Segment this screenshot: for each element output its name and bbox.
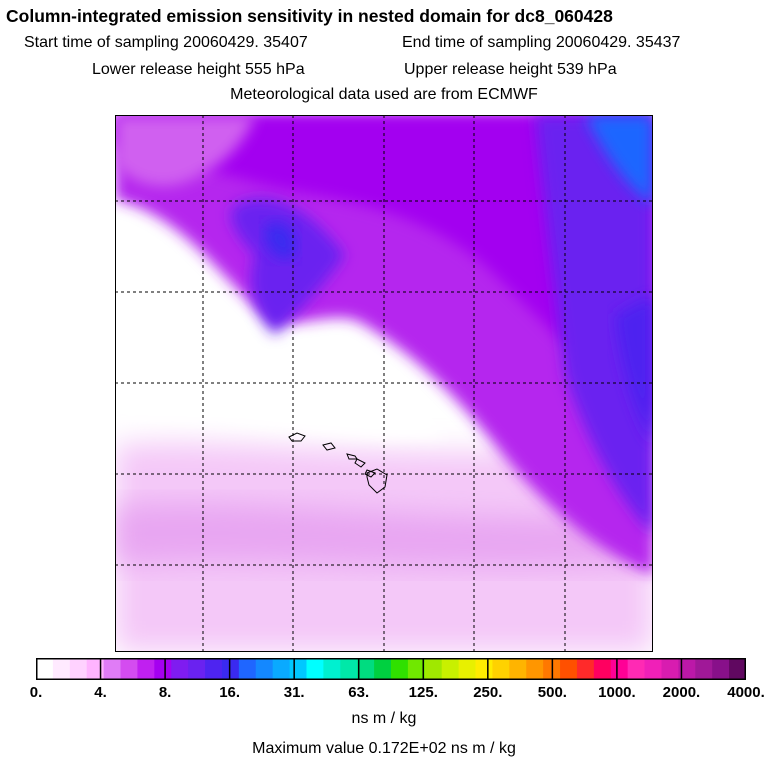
colorbar-tick-label: 0.: [29, 684, 43, 701]
units-label: ns m / kg: [351, 710, 417, 727]
colorbar-segment: [340, 658, 358, 680]
colorbar-segment: [610, 658, 629, 680]
colorbar-segment: [323, 658, 341, 680]
colorbar-segment: [52, 658, 71, 680]
coastlines: [288, 432, 388, 494]
colorbar-frame: [36, 658, 746, 680]
colorbar-segment: [154, 658, 172, 680]
colorbar-segment: [391, 658, 409, 680]
colorbar-tick-label: 63.: [348, 684, 370, 701]
colorbar-segment: [492, 658, 510, 680]
colorbar-tick-label: 250.: [473, 684, 503, 701]
colorbar: [36, 658, 746, 680]
colorbar-segment: [255, 658, 274, 680]
colorbar-segment: [306, 658, 324, 680]
max-value-label: Maximum value 0.172E+02 ns m / kg: [252, 740, 516, 757]
colorbar-segment: [238, 658, 257, 680]
colorbar-segment: [205, 658, 223, 680]
colorbar-tick-label: 31.: [283, 684, 305, 701]
colorbar-segment: [357, 658, 375, 680]
chart-title: Column-integrated emission sensitivity i…: [6, 6, 613, 26]
map-frame: [115, 115, 653, 652]
colorbar-segment: [188, 658, 206, 680]
colorbar-segment: [526, 658, 544, 680]
colorbar-segment: [627, 658, 646, 680]
colorbar-segment: [712, 658, 730, 680]
colorbar-segment: [36, 658, 54, 680]
upper-release-label: Upper release height 539 hPa: [404, 61, 617, 78]
colorbar-segment: [289, 658, 307, 680]
colorbar-segment: [475, 658, 493, 680]
colorbar-segment: [644, 658, 662, 680]
colorbar-segment: [86, 658, 105, 680]
colorbar-segment: [69, 658, 88, 680]
colorbar-segment: [120, 658, 138, 680]
colorbar-segment: [221, 658, 240, 680]
colorbar-tick-label: 4000.: [727, 684, 765, 701]
sensitivity-map: [115, 115, 653, 652]
colorbar-segment: [171, 658, 189, 680]
colorbar-segment: [729, 658, 746, 680]
lower-release-label: Lower release height 555 hPa: [92, 61, 305, 78]
colorbar-segment: [374, 658, 392, 680]
colorbar-segment: [678, 658, 696, 680]
colorbar-segment: [441, 658, 460, 680]
colorbar-segment: [560, 658, 578, 680]
colorbar-segment: [272, 658, 291, 680]
colorbar-tick-label: 500.: [537, 684, 567, 701]
colorbar-segment: [593, 658, 612, 680]
colorbar-segment: [103, 658, 122, 680]
colorbar-tick-label: 125.: [408, 684, 438, 701]
met-data-label: Meteorological data used are from ECMWF: [230, 86, 538, 103]
colorbar-segment: [695, 658, 713, 680]
colorbar-segment: [576, 658, 595, 680]
colorbar-tick-label: 8.: [158, 684, 172, 701]
colorbar-segment: [137, 658, 155, 680]
end-time-label: End time of sampling 20060429. 35437: [402, 34, 681, 51]
colorbar-tick-label: 1000.: [598, 684, 636, 701]
colorbar-tick-label: 4.: [94, 684, 107, 701]
colorbar-segment: [661, 658, 679, 680]
colorbar-segment: [509, 658, 527, 680]
colorbar-tick-label: 2000.: [662, 684, 701, 701]
colorbar-segment: [458, 658, 477, 680]
colorbar-segment: [407, 658, 426, 680]
colorbar-ticks: 0. 4. 8. 16. 31. 63. 125. 250. 500. 1000. 2000. 400…: [0, 684, 768, 704]
start-time-label: Start time of sampling 20060429. 35407: [24, 34, 308, 51]
colorbar-segment: [424, 658, 443, 680]
colorbar-tick-label: 16.: [219, 684, 241, 701]
